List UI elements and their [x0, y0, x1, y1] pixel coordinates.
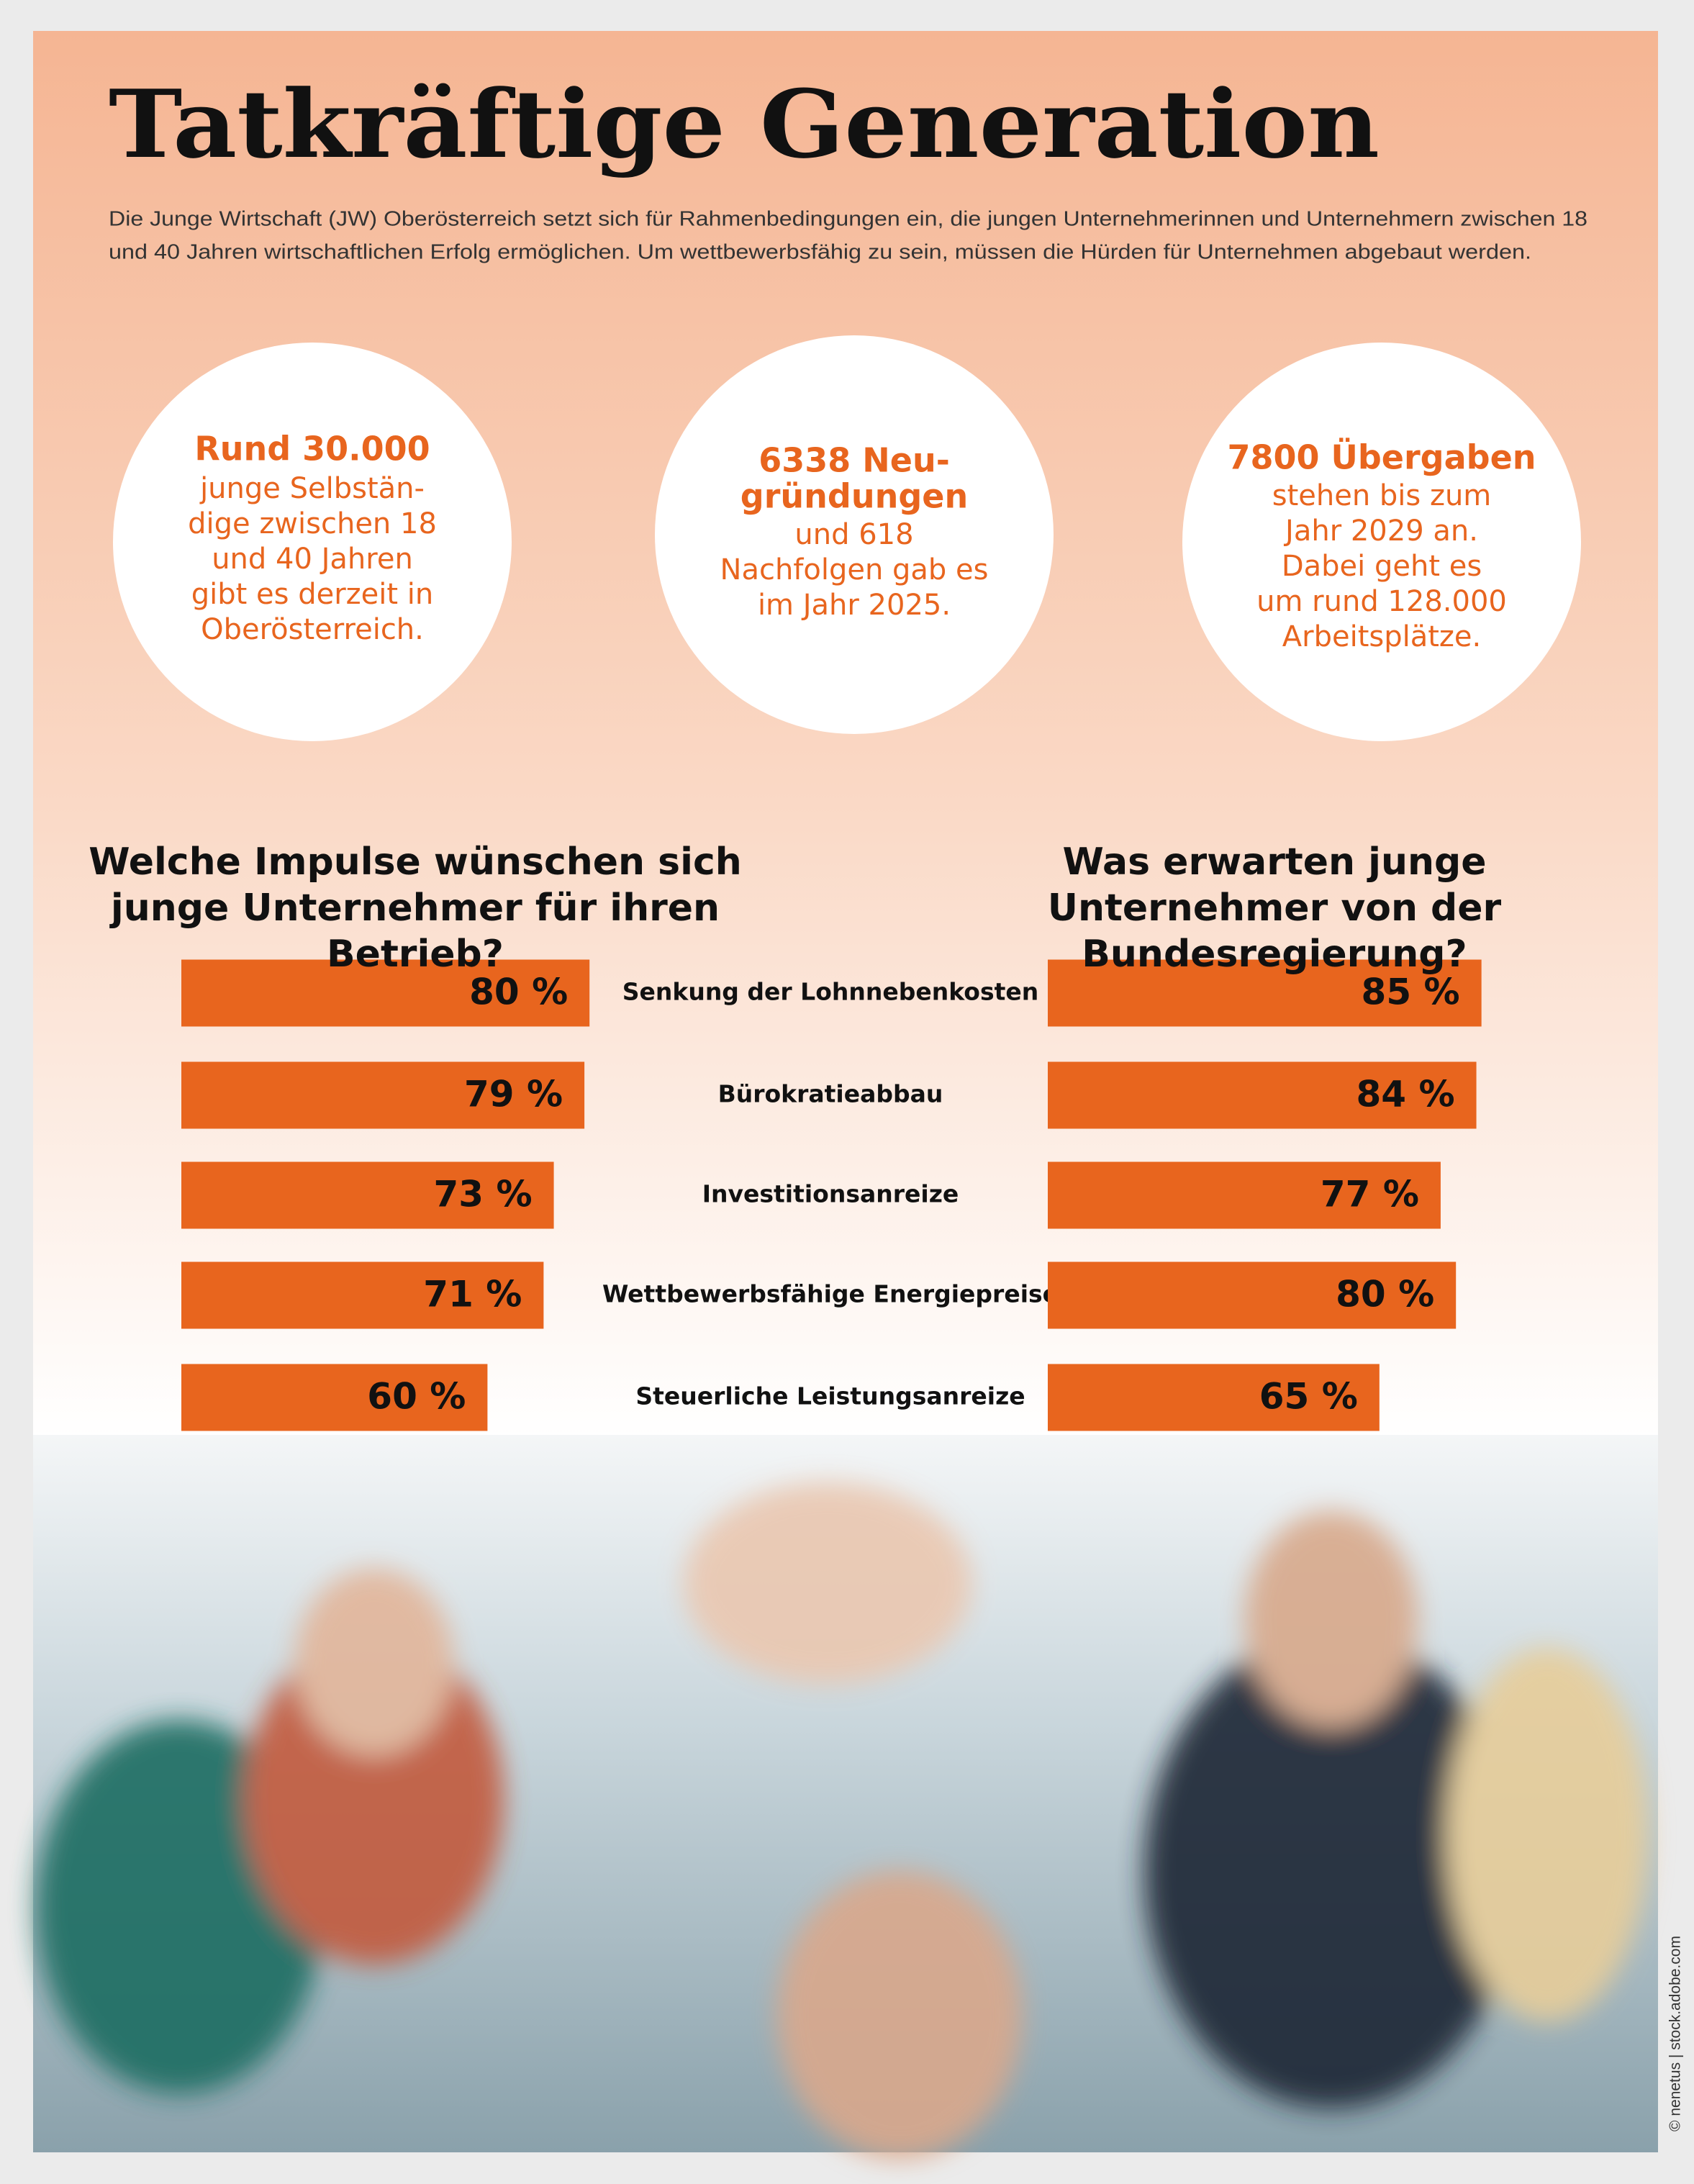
fact-body: um rund 128.000	[1256, 585, 1507, 618]
bar	[1048, 1061, 1477, 1129]
bar	[181, 1161, 554, 1229]
fact-body: und 40 Jahren	[212, 543, 413, 576]
category-label: Wettbewerbsfähige Energiepreise	[602, 1280, 1059, 1308]
photo-credit: © nenetus | stock.adobe.com	[1667, 1936, 1684, 2131]
bar	[1048, 1161, 1441, 1229]
fact-body: Nachfolgen gab es	[720, 553, 989, 586]
value-label: 60 %	[367, 1376, 466, 1418]
fact-heading: Rund 30.000	[194, 430, 430, 468]
fact-body: Arbeitsplätze.	[1282, 620, 1481, 653]
category-label: Investitionsanreize	[702, 1180, 959, 1208]
category-label: Bürokratieabbau	[718, 1080, 943, 1108]
value-label: 80 %	[1336, 1274, 1434, 1315]
fact-circle	[1182, 343, 1581, 741]
fact-body: junge Selbstän-	[199, 472, 425, 505]
bar	[181, 959, 590, 1027]
photo	[33, 1435, 1658, 2159]
fact-body: Jahr 2029 an.	[1283, 515, 1478, 548]
chart-heading: Was erwarten junge Unternehmer von der B…	[1047, 840, 1502, 976]
fact-body: im Jahr 2025.	[758, 589, 951, 622]
fact-body: stehen bis zum	[1272, 479, 1492, 512]
value-label: 65 %	[1259, 1376, 1358, 1418]
intro-line: und 40 Jahren wirtschaftlichen Erfolg er…	[109, 241, 1531, 264]
bar	[181, 1061, 585, 1129]
value-label: 79 %	[464, 1074, 563, 1115]
category-label: Steuerliche Leistungsanreize	[635, 1382, 1025, 1410]
bar	[181, 1364, 488, 1431]
fact-heading: 6338 Neu-	[758, 441, 950, 480]
fact-body: gibt es derzeit in	[191, 578, 433, 611]
value-label: 84 %	[1356, 1074, 1454, 1115]
bar	[1048, 1261, 1457, 1329]
category-label: Senkung der Lohnnebenkosten	[622, 978, 1039, 1006]
value-label: 71 %	[423, 1274, 522, 1315]
bar	[181, 1261, 544, 1329]
fact-circle	[655, 335, 1054, 734]
fact-circle	[113, 343, 512, 741]
fact-body: Oberösterreich.	[201, 613, 424, 646]
value-label: 73 %	[433, 1174, 532, 1215]
fact-body: Dabei geht es	[1282, 550, 1482, 583]
fact-body: dige zwischen 18	[188, 507, 437, 540]
value-label: 85 %	[1362, 971, 1460, 1013]
bar	[1048, 1364, 1380, 1431]
fact-heading: 7800 Übergaben	[1227, 438, 1536, 477]
title: Tatkräftige Generation	[109, 69, 1380, 179]
fact-body: und 618	[794, 518, 913, 551]
value-label: 80 %	[469, 971, 568, 1013]
fact-heading: gründungen	[740, 477, 968, 516]
intro-line: Die Junge Wirtschaft (JW) Oberösterreich…	[109, 208, 1587, 231]
chart-heading: Welche Impulse wünschen sich junge Unter…	[89, 840, 742, 976]
value-label: 77 %	[1321, 1174, 1419, 1215]
bar	[1048, 959, 1482, 1027]
